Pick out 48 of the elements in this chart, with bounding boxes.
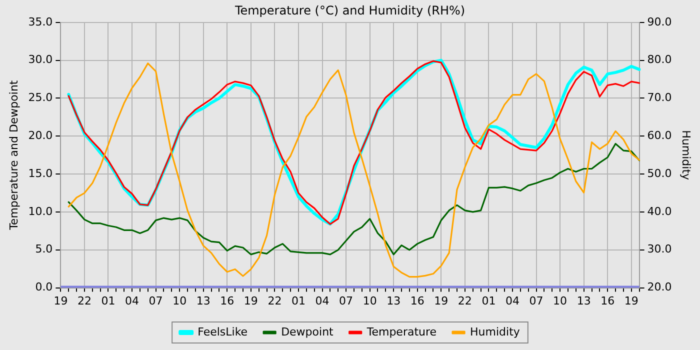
y-tick-label: 15.0 bbox=[28, 166, 53, 180]
x-tick-label: 16 bbox=[410, 294, 424, 308]
y2-tick-label: 20.0 bbox=[647, 280, 672, 294]
x-tick-label: 07 bbox=[529, 294, 544, 308]
x-tick-label: 10 bbox=[172, 294, 187, 308]
legend-label: Dewpoint bbox=[281, 325, 334, 338]
x-tick-label: 04 bbox=[505, 294, 520, 308]
x-tick-label: 10 bbox=[553, 294, 568, 308]
y-tick-label: 25.0 bbox=[28, 91, 53, 104]
y2-tick-label: 80.0 bbox=[647, 53, 672, 66]
x-tick-label: 22 bbox=[268, 294, 282, 308]
y-tick-label: 10.0 bbox=[28, 204, 53, 218]
y-tick-label: 35.0 bbox=[28, 15, 53, 28]
x-tick-label: 19 bbox=[434, 294, 448, 308]
y2-tick-label: 70.0 bbox=[647, 91, 672, 104]
x-tick-label: 13 bbox=[386, 294, 401, 308]
x-tick-label: 19 bbox=[624, 294, 638, 308]
y2-tick-label: 30.0 bbox=[647, 242, 672, 256]
y-tick-label: 30.0 bbox=[28, 53, 53, 66]
y-tick-label: 20.0 bbox=[28, 129, 53, 142]
x-tick-label: 01 bbox=[101, 294, 116, 308]
y2-tick-label: 60.0 bbox=[647, 129, 672, 142]
y2-tick-label: 50.0 bbox=[647, 166, 672, 180]
y-tick-label: 0.0 bbox=[35, 280, 53, 294]
x-tick-label: 19 bbox=[244, 294, 258, 308]
y2-axis-title: Humidity bbox=[680, 130, 693, 181]
x-tick-label: 04 bbox=[315, 294, 330, 308]
x-tick-label: 10 bbox=[362, 294, 377, 308]
legend-label: Humidity bbox=[470, 325, 520, 338]
x-tick-label: 04 bbox=[125, 294, 140, 308]
x-tick-label: 01 bbox=[482, 294, 496, 308]
y2-tick-label: 40.0 bbox=[647, 204, 672, 218]
legend-label: Temperature bbox=[366, 325, 437, 338]
x-tick-label: 22 bbox=[458, 294, 472, 308]
legend-label: FeelsLike bbox=[198, 325, 248, 338]
x-tick-label: 07 bbox=[339, 294, 354, 308]
x-tick-label: 13 bbox=[576, 294, 591, 308]
y2-tick-label: 90.0 bbox=[647, 15, 672, 28]
x-tick-label: 22 bbox=[77, 294, 92, 308]
chart-title: Temperature (°C) and Humidity (RH%) bbox=[234, 3, 466, 18]
x-tick-label: 16 bbox=[600, 294, 615, 308]
y-axis-title: Temperature and Dewpoint bbox=[7, 80, 20, 231]
x-tick-label: 01 bbox=[291, 294, 306, 308]
x-tick-label: 13 bbox=[196, 294, 210, 308]
x-tick-label: 07 bbox=[148, 294, 163, 308]
x-tick-label: 16 bbox=[220, 294, 234, 308]
y-tick-label: 5.0 bbox=[35, 242, 53, 256]
x-tick-label: 19 bbox=[54, 294, 68, 308]
